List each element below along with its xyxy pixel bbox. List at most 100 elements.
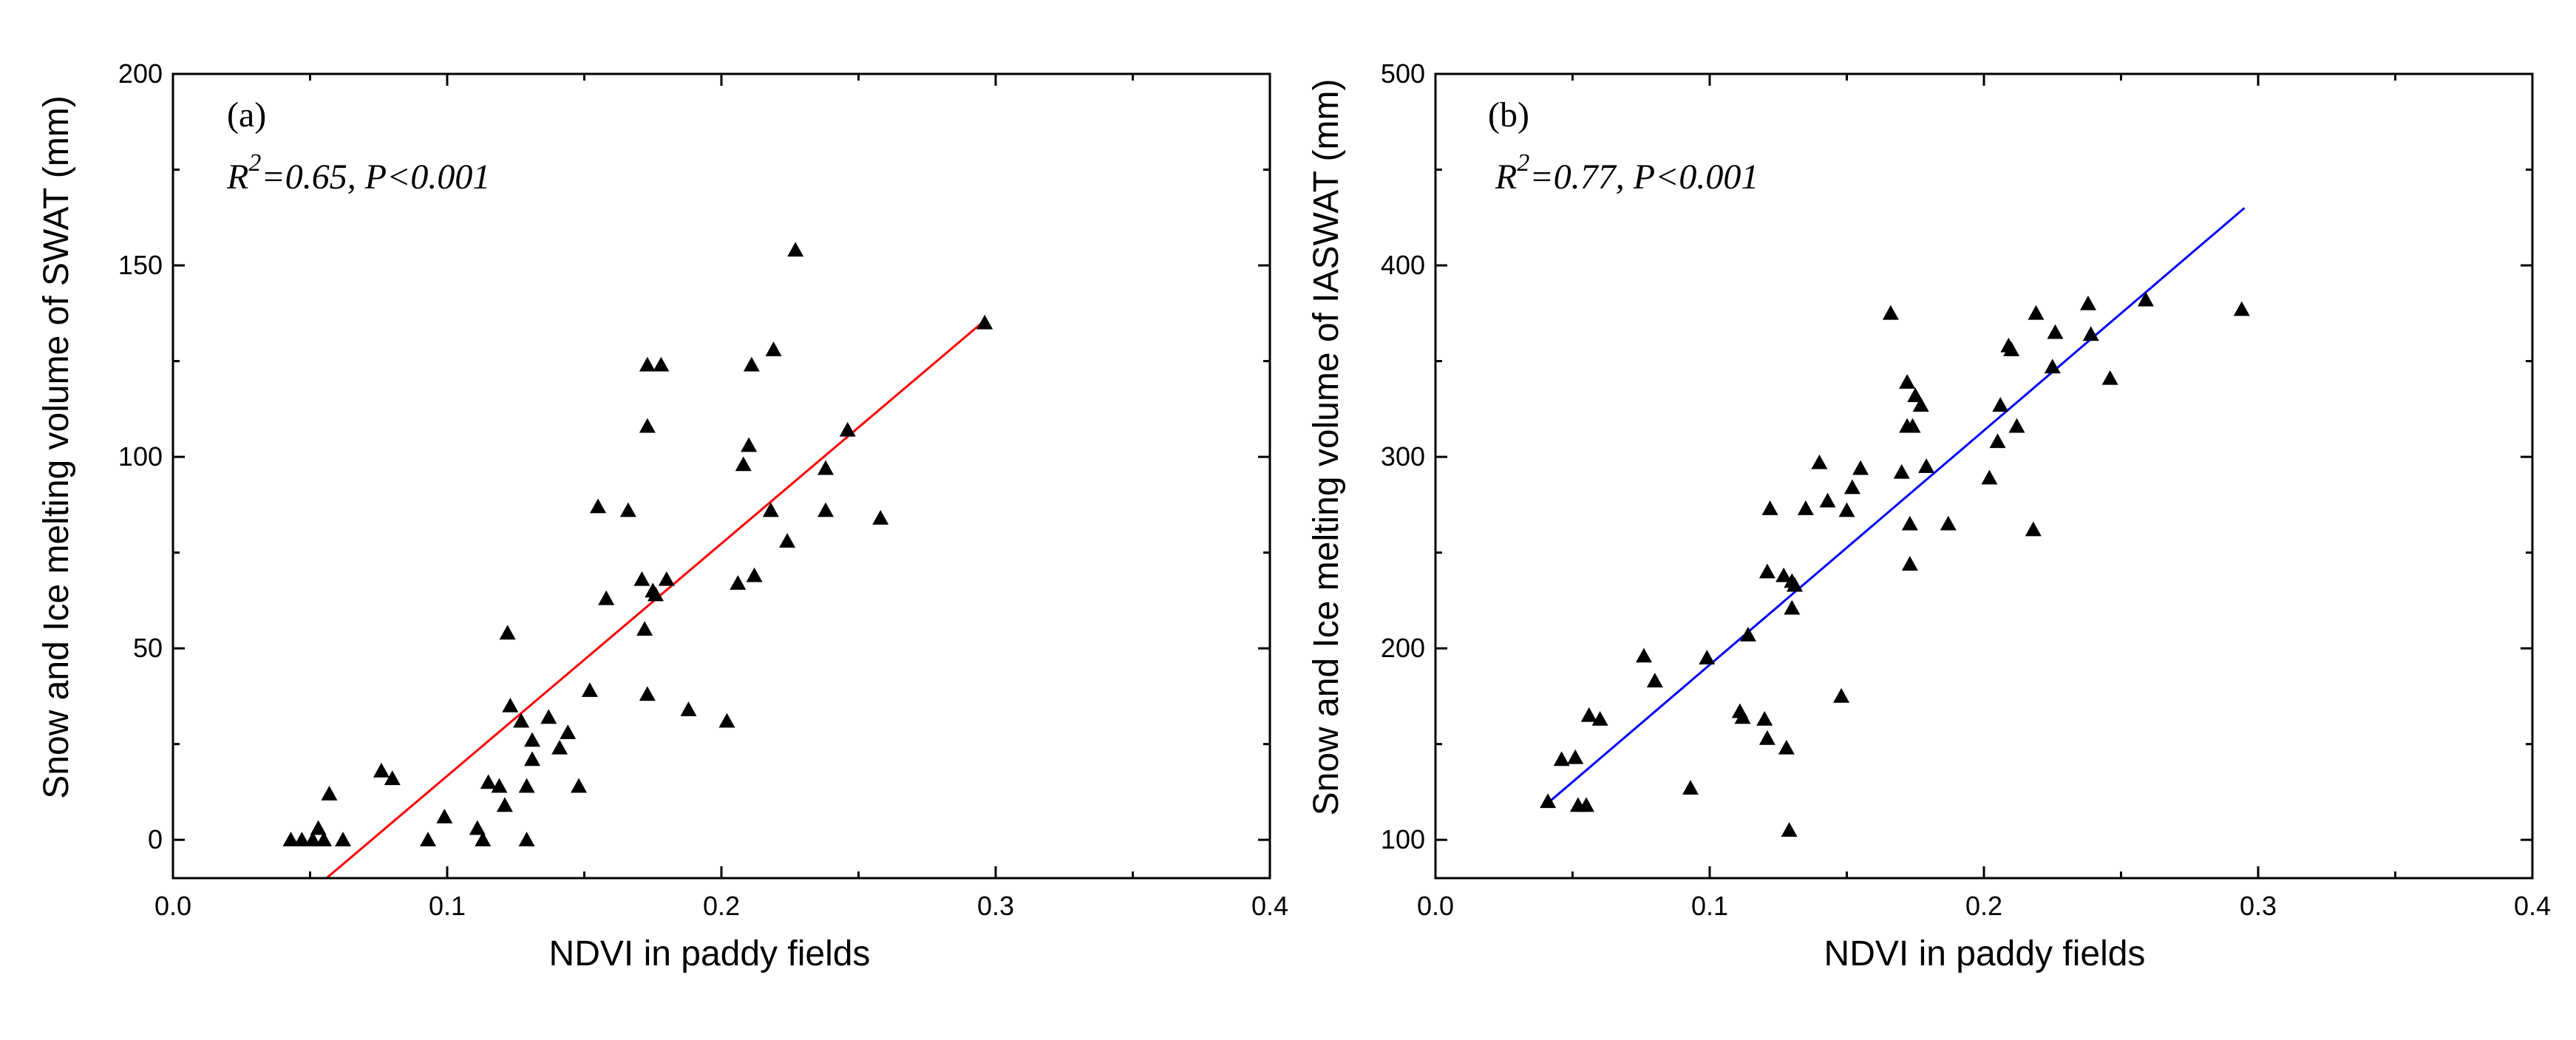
panel-a-data-point <box>817 460 834 475</box>
panel-b-data-point <box>1787 577 1804 592</box>
panel-b-data-point <box>1819 492 1836 508</box>
panel-b-y-tick-label: 100 <box>1381 824 1425 854</box>
panel-a-data-point <box>310 820 327 835</box>
panel-a-data-point <box>658 571 675 586</box>
panel-a-x-axis-title: NDVI in paddy fields <box>549 934 871 973</box>
panel-b-data-point <box>2028 305 2045 320</box>
panel-b-data-point <box>1989 433 2006 449</box>
panel-b-stats: R2=0.77, P<0.001 <box>1495 149 1758 197</box>
panel-b-data-point <box>1797 500 1814 515</box>
panel-a-data-point <box>560 724 577 739</box>
panel-a-data-point <box>513 713 530 728</box>
panel-b-data-point <box>1784 599 1801 615</box>
panel-a-data-point <box>743 356 760 372</box>
panel-a-y-tick-label: 50 <box>133 633 163 663</box>
panel-a-data-point <box>496 797 513 812</box>
panel-b-data-point <box>1699 650 1716 665</box>
panel-b-data-point <box>1852 460 1869 475</box>
panel-b-data-point <box>1635 648 1652 663</box>
panel-b-label: (b) <box>1488 95 1529 135</box>
panel-a-data-point <box>469 820 486 835</box>
panel-a-data-point <box>571 778 588 793</box>
panel-b-data-point <box>1553 751 1570 767</box>
panel-b-stat-r: R <box>1495 157 1517 197</box>
panel-a-data-point <box>491 778 508 793</box>
panel-a-x-tick-label: 0.4 <box>1251 891 1288 921</box>
panel-b-data-point <box>1843 479 1860 494</box>
panel-a-y-tick-label: 0 <box>148 824 163 854</box>
panel-b-stat-rest: =0.77, P<0.001 <box>1529 157 1758 197</box>
panel-a-data-point <box>680 701 697 716</box>
panel-a-x-tick-label: 0.0 <box>154 891 191 921</box>
panel-a-data-point <box>502 697 519 713</box>
panel-a-x-tick-label: 0.1 <box>429 891 466 921</box>
panel-b: Snow and Ice melting volume of IASWAT (m… <box>1307 58 2551 973</box>
panel-b-y-tick-label: 300 <box>1381 441 1425 472</box>
panel-a-ticks: 0.0 0.1 0.2 0.3 0.4 0 50 100 150 200 <box>118 58 1288 921</box>
panel-a-data-point <box>741 437 758 452</box>
panel-b-data-point <box>1739 627 1756 642</box>
panel-a-data-point <box>762 502 779 517</box>
panel-a-data-point <box>633 571 650 586</box>
panel-a-data-point <box>420 832 437 846</box>
panel-a-data-point <box>518 832 535 846</box>
panel-a-data-point <box>787 242 804 257</box>
panel-a-data-point <box>598 590 615 605</box>
panel-a-marks <box>282 242 993 880</box>
panel-a-y-tick-label: 100 <box>118 441 163 472</box>
panel-a-data-point <box>321 786 338 801</box>
panel-a-stats: R2=0.65, P<0.001 <box>226 149 490 197</box>
panel-b-data-point <box>2082 326 2099 341</box>
panel-b-data-point <box>1580 707 1597 722</box>
panel-b-data-point <box>1981 469 1998 485</box>
panel-a-data-point <box>524 732 541 747</box>
panel-b-data-point <box>2025 521 2042 537</box>
panel-a-data-point <box>735 456 752 472</box>
panel-b-y-tick-label: 500 <box>1381 58 1425 89</box>
panel-a-data-point <box>524 751 541 767</box>
panel-a-data-point <box>718 713 735 728</box>
panel-a-x-tick-label: 0.2 <box>703 891 740 921</box>
panel-a-y-axis-title: Snow and Ice melting volume of SWAT (mm) <box>37 95 76 798</box>
panel-a-y-tick-label: 150 <box>118 250 163 280</box>
panel-a-data-point <box>384 770 401 786</box>
panel-a-data-point <box>373 762 390 778</box>
panel-a-data-point <box>282 832 299 846</box>
panel-b-data-point <box>1567 749 1584 764</box>
panel-a-data-point <box>730 575 747 590</box>
panel-b-x-tick-label: 0.4 <box>2514 891 2551 921</box>
panel-b-data-point <box>2003 341 2020 356</box>
panel-b-x-tick-label: 0.1 <box>1691 891 1728 921</box>
panel-b-data-point <box>2233 301 2250 316</box>
panel-b-data-point <box>1756 710 1773 726</box>
panel-b-marks <box>1540 207 2250 837</box>
panel-b-x-tick-label: 0.3 <box>2240 891 2277 921</box>
panel-b-data-point <box>1918 458 1935 473</box>
panel-a-data-point <box>653 356 670 372</box>
panel-a-data-point <box>480 774 497 789</box>
panel-b-data-point <box>1758 730 1775 745</box>
panel-a-data-point <box>647 586 664 602</box>
panel-a-data-point <box>976 314 993 330</box>
panel-a-data-point <box>305 832 322 846</box>
panel-a-plot-frame <box>171 72 1271 880</box>
panel-b-data-point <box>1758 563 1775 579</box>
panel-b-data-point <box>2044 358 2061 374</box>
panel-a-data-point <box>872 509 889 525</box>
panel-b-data-point <box>2101 370 2118 385</box>
panel-b-data-point <box>2047 324 2064 339</box>
panel-b-data-point <box>1940 515 1957 531</box>
panel-b-data-point <box>1682 780 1699 795</box>
panel-b-data-point <box>2137 291 2154 307</box>
panel-a-x-tick-label: 0.3 <box>977 891 1014 921</box>
panel-a-data-point <box>551 739 568 755</box>
panel-b-y-axis-title: Snow and Ice melting volume of IASWAT (m… <box>1307 79 1346 816</box>
panel-b-data-point <box>1838 502 1855 517</box>
panel-a-data-point <box>639 418 656 433</box>
panel-a-y-tick-label: 200 <box>118 58 163 89</box>
panel-a-data-point <box>639 686 656 701</box>
panel-b-data-point <box>1781 822 1798 837</box>
panel-a-data-point <box>540 709 557 724</box>
panel-b-data-point <box>1591 710 1608 726</box>
